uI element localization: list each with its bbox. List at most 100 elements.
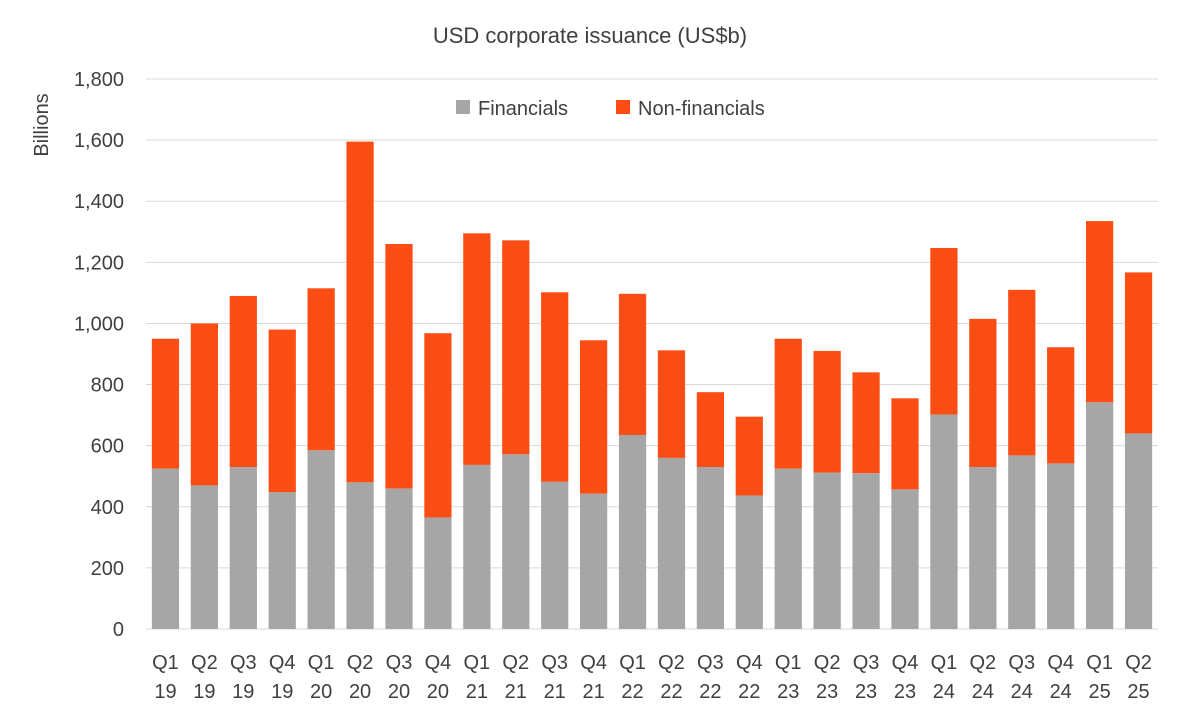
x-tick-label-year: 22 [621, 681, 643, 703]
bar-financials [229, 467, 257, 629]
y-axis-label: Billions [31, 93, 53, 156]
bar-financials [891, 489, 919, 629]
x-tick-label-year: 21 [544, 681, 566, 703]
x-tick-label-year: 21 [505, 681, 527, 703]
x-tick-label-year: 23 [816, 681, 838, 703]
gridlines [146, 78, 1158, 630]
x-tick-label-year: 21 [582, 681, 604, 703]
y-tick-label: 1,600 [74, 130, 124, 152]
x-axis-ticks: Q1 19 Q2 19 Q3 19 Q4 19 Q1 20 Q2 20 Q3 20 Q4 20 Q1 21 Q2 21… [152, 652, 1152, 703]
bar-non-financials [151, 338, 180, 469]
x-tick-label-year: 22 [738, 681, 760, 703]
chart-title: USD corporate issuance (US$b) [433, 23, 747, 48]
bar-non-financials [385, 244, 413, 489]
bar-financials [618, 434, 647, 629]
y-tick-label: 1,400 [74, 191, 124, 213]
bar-non-financials [502, 240, 530, 455]
x-tick-label-quarter: Q3 [697, 652, 724, 674]
bar-non-financials [424, 333, 452, 518]
x-tick-label-quarter: Q1 [1086, 652, 1113, 674]
x-tick-label-year: 19 [193, 681, 215, 703]
x-tick-label-year: 25 [1127, 681, 1149, 703]
bar-financials [424, 517, 452, 629]
x-tick-label-year: 23 [894, 681, 916, 703]
x-tick-label-quarter: Q2 [191, 652, 218, 674]
bar-non-financials [969, 318, 997, 468]
y-axis-ticks: 0 200 400 600 800 1,000 1,200 1,400 1,600 1,800 [74, 69, 124, 641]
legend-swatch [456, 100, 470, 114]
x-tick-label-quarter: Q1 [152, 652, 179, 674]
bar-non-financials [307, 288, 335, 451]
bar-financials [151, 468, 180, 629]
x-tick-label-quarter: Q3 [853, 652, 880, 674]
x-tick-label-year: 22 [660, 681, 682, 703]
x-tick-label-year: 19 [271, 681, 293, 703]
bar-financials [1085, 402, 1114, 629]
bar-non-financials [346, 141, 374, 483]
bar-financials [1008, 455, 1036, 629]
x-tick-label-year: 22 [699, 681, 721, 703]
x-tick-label-year: 20 [388, 681, 410, 703]
bar-financials [696, 467, 725, 629]
bar-non-financials [463, 233, 491, 465]
x-tick-label-quarter: Q4 [425, 652, 452, 674]
bar-non-financials [696, 392, 725, 468]
bar-non-financials [774, 338, 802, 469]
bars [151, 141, 1153, 629]
x-tick-label-quarter: Q2 [970, 652, 997, 674]
x-tick-label-quarter: Q2 [1125, 652, 1152, 674]
y-tick-label: 1,200 [74, 252, 124, 274]
y-tick-label: 200 [91, 558, 124, 580]
x-tick-label-year: 20 [349, 681, 371, 703]
y-tick-label: 1,800 [74, 69, 124, 91]
x-tick-label-quarter: Q3 [1008, 652, 1035, 674]
bar-non-financials [541, 292, 569, 482]
x-tick-label-quarter: Q3 [386, 652, 413, 674]
x-tick-label-year: 19 [232, 681, 254, 703]
bar-financials [579, 493, 608, 629]
x-tick-label-quarter: Q4 [269, 652, 296, 674]
x-tick-label-year: 24 [1011, 681, 1033, 703]
x-tick-label-year: 19 [154, 681, 176, 703]
bar-financials [852, 473, 880, 629]
bar-financials [813, 472, 841, 629]
x-tick-label-year: 20 [427, 681, 449, 703]
x-tick-label-year: 23 [855, 681, 877, 703]
bar-financials [463, 464, 491, 629]
bar-non-financials [1047, 347, 1075, 464]
x-tick-label-quarter: Q2 [814, 652, 841, 674]
bar-financials [307, 450, 335, 629]
bar-non-financials [1008, 289, 1036, 456]
bar-non-financials [190, 323, 219, 486]
bar-non-financials [229, 295, 257, 468]
x-tick-label-quarter: Q4 [736, 652, 763, 674]
x-tick-label-quarter: Q4 [1047, 652, 1074, 674]
legend: Financials Non-financials [456, 98, 765, 120]
x-tick-label-quarter: Q2 [347, 652, 374, 674]
y-tick-label: 400 [91, 497, 124, 519]
bar-non-financials [1085, 221, 1114, 403]
bar-financials [735, 495, 763, 629]
y-tick-label: 600 [91, 436, 124, 458]
bar-financials [1124, 433, 1153, 629]
y-tick-label: 0 [113, 619, 124, 641]
x-tick-label-quarter: Q3 [541, 652, 568, 674]
x-tick-label-year: 23 [777, 681, 799, 703]
x-tick-label-quarter: Q2 [658, 652, 685, 674]
x-tick-label-quarter: Q2 [502, 652, 529, 674]
bar-financials [930, 414, 958, 629]
x-tick-label-quarter: Q1 [308, 652, 335, 674]
bar-financials [268, 492, 296, 629]
x-tick-label-quarter: Q1 [464, 652, 491, 674]
bar-non-financials [735, 416, 763, 496]
bar-financials [346, 482, 374, 629]
bar-non-financials [852, 372, 880, 474]
legend-swatch [616, 100, 630, 114]
bar-non-financials [268, 329, 296, 493]
x-tick-label-year: 20 [310, 681, 332, 703]
bar-non-financials [1124, 272, 1153, 434]
x-tick-label-quarter: Q3 [230, 652, 257, 674]
bar-financials [969, 467, 997, 629]
bar-non-financials [618, 293, 647, 435]
